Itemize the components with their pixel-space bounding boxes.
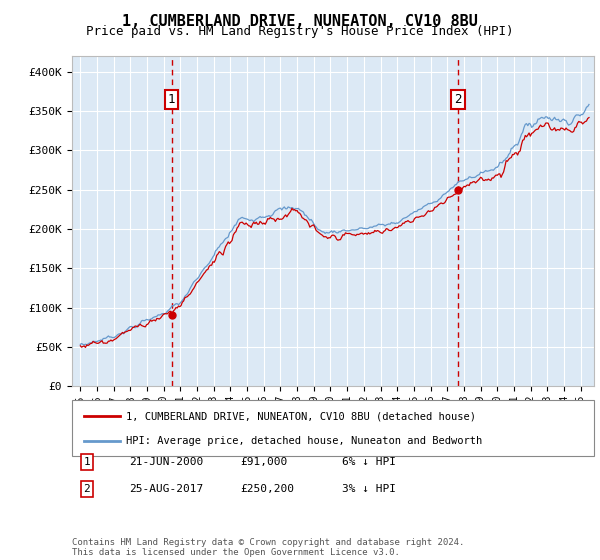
Text: 6% ↓ HPI: 6% ↓ HPI xyxy=(342,457,396,467)
Text: 25-AUG-2017: 25-AUG-2017 xyxy=(129,484,203,494)
Text: 2: 2 xyxy=(83,484,91,494)
Text: HPI: Average price, detached house, Nuneaton and Bedworth: HPI: Average price, detached house, Nune… xyxy=(126,436,482,446)
Text: 1, CUMBERLAND DRIVE, NUNEATON, CV10 8BU (detached house): 1, CUMBERLAND DRIVE, NUNEATON, CV10 8BU … xyxy=(126,411,476,421)
Text: 1: 1 xyxy=(168,93,175,106)
Text: 1, CUMBERLAND DRIVE, NUNEATON, CV10 8BU: 1, CUMBERLAND DRIVE, NUNEATON, CV10 8BU xyxy=(122,14,478,29)
Text: £250,200: £250,200 xyxy=(240,484,294,494)
Text: £91,000: £91,000 xyxy=(240,457,287,467)
Text: 1: 1 xyxy=(83,457,91,467)
Text: 21-JUN-2000: 21-JUN-2000 xyxy=(129,457,203,467)
Text: Contains HM Land Registry data © Crown copyright and database right 2024.
This d: Contains HM Land Registry data © Crown c… xyxy=(72,538,464,557)
Text: 3% ↓ HPI: 3% ↓ HPI xyxy=(342,484,396,494)
Text: Price paid vs. HM Land Registry's House Price Index (HPI): Price paid vs. HM Land Registry's House … xyxy=(86,25,514,38)
Text: 2: 2 xyxy=(454,93,462,106)
